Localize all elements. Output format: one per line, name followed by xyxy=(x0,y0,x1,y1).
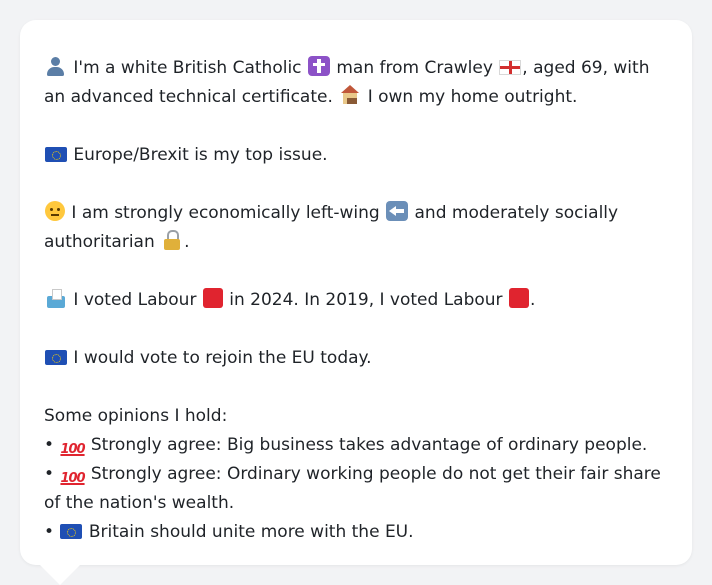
england-flag-icon xyxy=(499,60,522,75)
red-square-icon xyxy=(508,288,529,308)
message-bubble: I'm a white British Catholic man from Cr… xyxy=(20,20,692,565)
ideology-paragraph: I am strongly economically left-wing and… xyxy=(44,199,668,257)
eu-flag-icon xyxy=(45,147,67,162)
left-arrow-icon xyxy=(386,201,409,221)
lock-icon xyxy=(161,230,183,250)
latin-cross-icon xyxy=(307,56,330,76)
top-issue-paragraph: Europe/Brexit is my top issue. xyxy=(44,141,668,170)
opinion-text: Britain should unite more with the EU. xyxy=(88,522,414,542)
vote-text-1: I voted Labour xyxy=(73,290,197,310)
spacer xyxy=(44,373,668,402)
opinion-text: Strongly agree: Big business takes advan… xyxy=(90,435,648,455)
ideology-text-1: I am strongly economically left-wing xyxy=(71,203,380,223)
hundred-points-icon: 100 xyxy=(60,442,85,457)
spacer xyxy=(44,257,668,286)
spacer xyxy=(44,315,668,344)
opinion-text: Strongly agree: Ordinary working people … xyxy=(44,464,661,513)
thinking-face-icon xyxy=(45,201,65,221)
intro-text-3: , aged 69, with an advanced technical ce… xyxy=(44,58,650,107)
person-icon xyxy=(45,56,67,76)
vote-history-paragraph: I voted Labour in 2024. In 2019, I voted… xyxy=(44,286,668,315)
ideology-text-3: . xyxy=(184,232,190,252)
opinion-item: • 100 Strongly agree: Big business takes… xyxy=(44,431,668,460)
eu-vote-text: I would vote to rejoin the EU today. xyxy=(73,348,372,368)
intro-text-2: man from Crawley xyxy=(336,58,493,78)
ideology-text-2: and moderately socially authoritarian xyxy=(44,203,619,252)
hundred-points-icon: 100 xyxy=(60,471,85,486)
eu-flag-icon xyxy=(45,350,67,365)
bullet: • xyxy=(44,435,55,455)
top-issue-text: Europe/Brexit is my top issue. xyxy=(73,145,328,165)
bubble-tail xyxy=(40,565,80,585)
vote-text-2: in 2024. In 2019, I voted Labour xyxy=(229,290,503,310)
opinion-item: • Britain should unite more with the EU. xyxy=(44,518,668,547)
intro-text-1: I'm a white British Catholic xyxy=(73,58,302,78)
opinions-heading: Some opinions I hold: xyxy=(44,406,228,426)
vote-text-3: . xyxy=(529,290,536,310)
house-icon xyxy=(339,85,361,105)
spacer xyxy=(44,112,668,141)
identity-paragraph: I'm a white British Catholic man from Cr… xyxy=(44,54,668,112)
opinion-item: • 100 Strongly agree: Ordinary working p… xyxy=(44,460,668,518)
eu-flag-icon xyxy=(60,524,83,539)
intro-text-4: I own my home outright. xyxy=(367,87,578,107)
red-square-icon xyxy=(202,288,223,308)
ballot-box-icon xyxy=(45,288,67,308)
bullet: • xyxy=(44,464,55,484)
eu-vote-paragraph: I would vote to rejoin the EU today. xyxy=(44,344,668,373)
spacer xyxy=(44,170,668,199)
bullet: • xyxy=(44,522,55,542)
